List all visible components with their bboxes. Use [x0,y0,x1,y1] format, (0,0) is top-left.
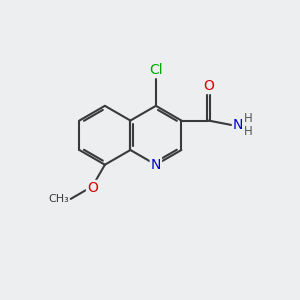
Text: O: O [203,79,214,93]
Text: H: H [244,112,253,125]
Text: H: H [244,125,253,138]
Text: N: N [151,158,161,172]
Text: O: O [87,181,98,195]
Text: Cl: Cl [149,63,163,77]
Text: N: N [233,118,243,132]
Text: CH₃: CH₃ [48,194,69,204]
